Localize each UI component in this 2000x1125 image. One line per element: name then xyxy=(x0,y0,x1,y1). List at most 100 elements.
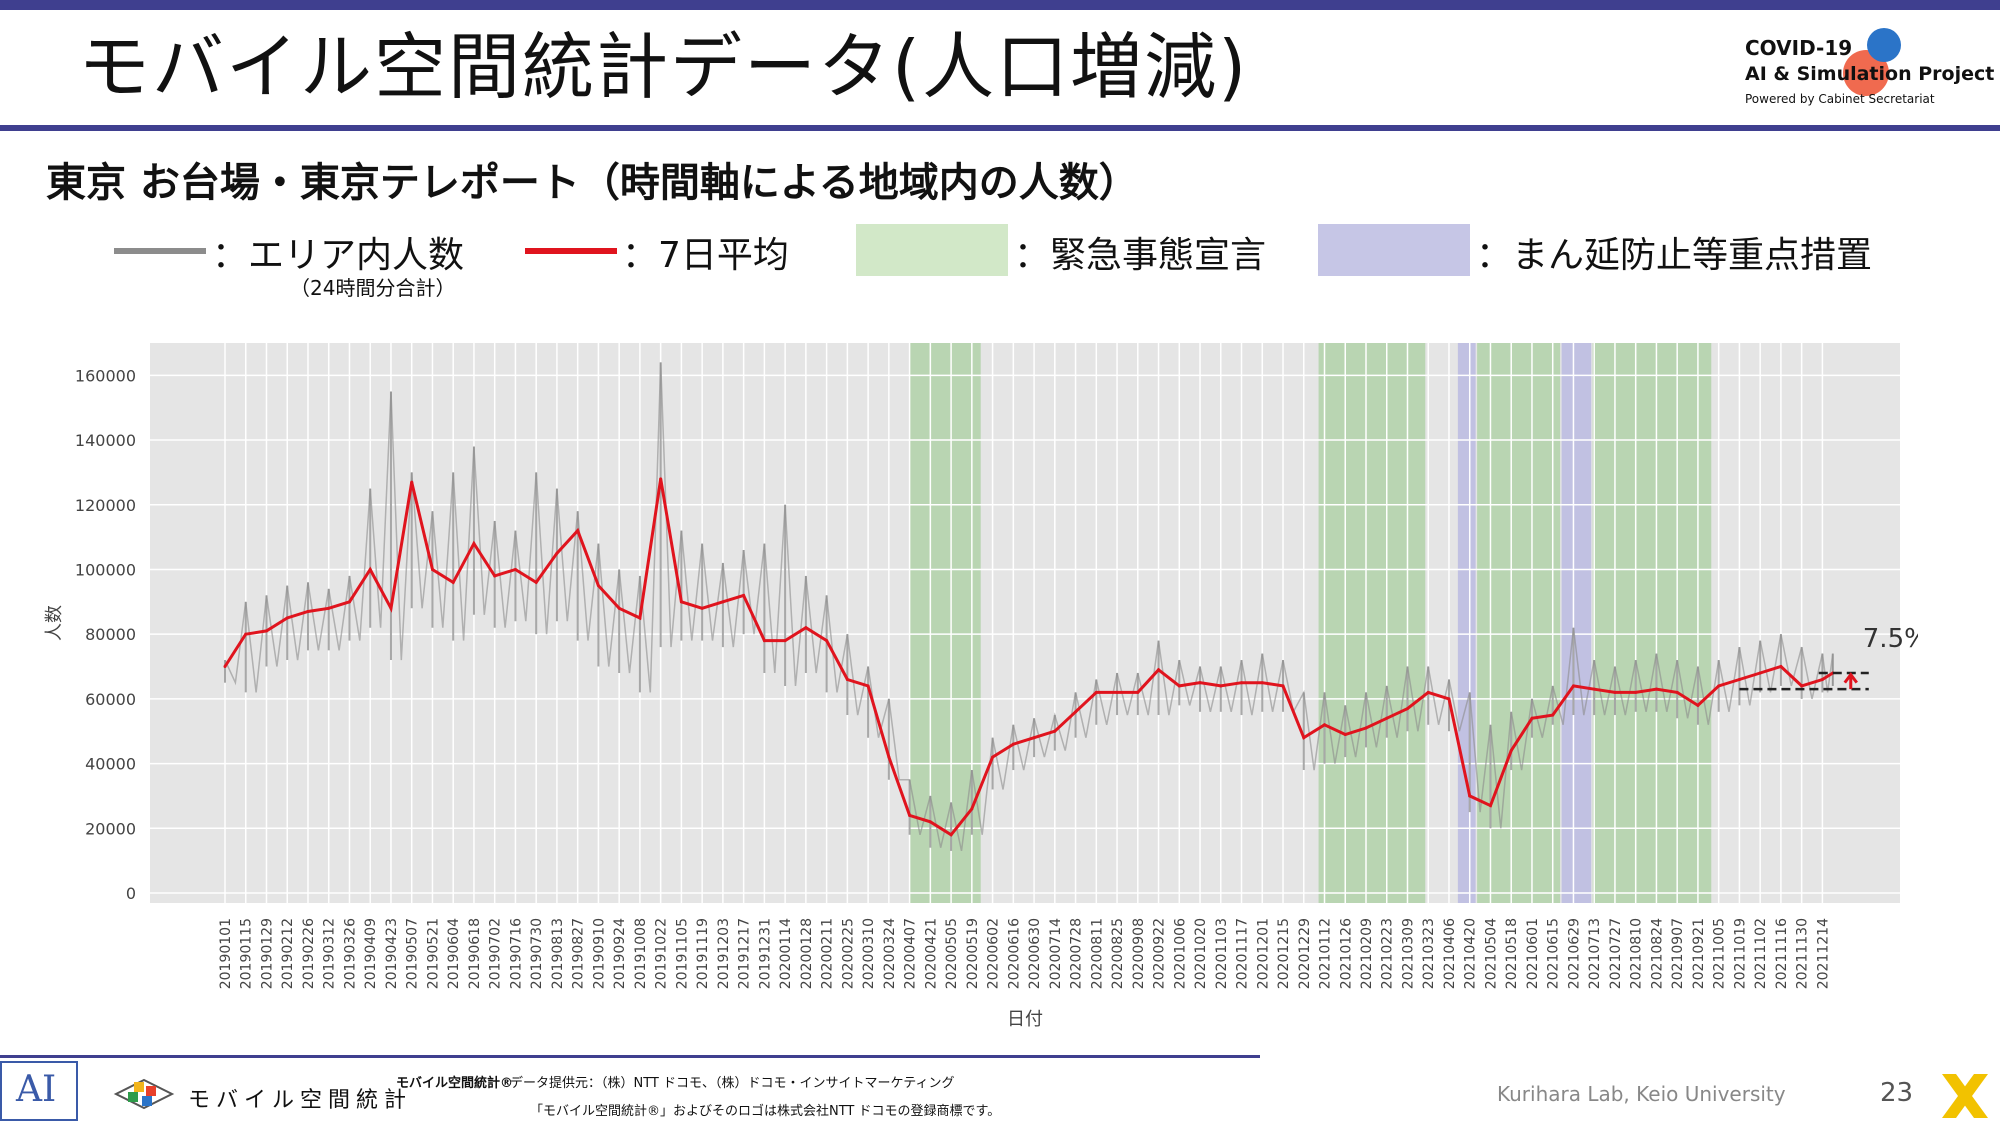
avg-point-21 xyxy=(659,477,663,481)
x-tick-label-11: 20190604 xyxy=(446,918,462,989)
footer-trademark: 「モバイル空間統計®」およびそのロゴは株式会社NTT ドコモの登録商標です。 xyxy=(530,1104,1001,1119)
x-tick-label-68: 20210810 xyxy=(1629,918,1645,989)
x-tick-label-76: 20211130 xyxy=(1795,918,1811,989)
x-tick-label-47: 20201020 xyxy=(1193,918,1209,989)
x-tick-label-36: 20200519 xyxy=(965,918,981,989)
avg-point-59 xyxy=(1447,697,1451,701)
x-tick-label-17: 20190827 xyxy=(571,918,587,989)
chart-legend: ：エリア内人数 （24時間分合計） ：7日平均 ：緊急事態宣言 ：まん延防止等重… xyxy=(0,220,2000,310)
x-tick-label-65: 20210629 xyxy=(1566,918,1582,989)
avg-point-72 xyxy=(1717,684,1721,688)
avg-point-55 xyxy=(1364,726,1368,730)
top-accent-bar xyxy=(0,0,2000,10)
x-tick-label-18: 20190910 xyxy=(591,918,607,989)
y-tick-label-3: 60000 xyxy=(85,690,136,709)
x-tick-label-73: 20211019 xyxy=(1732,918,1748,989)
avg-point-58 xyxy=(1426,690,1430,694)
x-tick-label-9: 20190507 xyxy=(405,918,421,989)
x-tick-label-20: 20191008 xyxy=(633,918,649,989)
x-tick-label-35: 20200505 xyxy=(944,918,960,989)
shaded-period-6 xyxy=(1592,343,1712,903)
x-tick-label-30: 20200225 xyxy=(840,918,856,989)
avg-point-75 xyxy=(1779,665,1783,669)
x-tick-label-0: 20190101 xyxy=(218,918,234,989)
x-tick-label-26: 20191231 xyxy=(757,918,773,989)
page-number: 23 xyxy=(1880,1078,1914,1108)
avg-point-77 xyxy=(1820,677,1824,681)
avg-point-56 xyxy=(1385,716,1389,720)
x-logo-icon xyxy=(1942,1074,1988,1118)
x-tick-label-70: 20210907 xyxy=(1670,918,1686,989)
x-tick-label-60: 20210420 xyxy=(1463,918,1479,989)
x-tick-label-52: 20201229 xyxy=(1297,918,1313,989)
covid-ai-logo: COVID-19 AI & Simulation Project Powered… xyxy=(1745,28,1994,118)
avg-point-8 xyxy=(389,606,393,610)
x-tick-label-71: 20210921 xyxy=(1691,918,1707,989)
legend-priority-label: ：まん延防止等重点措置 xyxy=(1476,235,1873,276)
legend-avg-label: ：7日平均 xyxy=(622,235,789,276)
avg-point-36 xyxy=(970,807,974,811)
avg-point-44 xyxy=(1136,690,1140,694)
footer-brand: モバイル空間統計 xyxy=(188,1088,413,1113)
avg-point-48 xyxy=(1219,684,1223,688)
avg-point-29 xyxy=(825,639,829,643)
x-tick-label-58: 20210323 xyxy=(1421,918,1437,989)
x-tick-label-38: 20200616 xyxy=(1006,918,1022,989)
avg-point-15 xyxy=(534,580,538,584)
legend-area-swatch xyxy=(114,248,206,254)
x-tick-label-2: 20190129 xyxy=(259,918,275,989)
x-tick-label-32: 20200324 xyxy=(882,918,898,989)
shaded-period-5 xyxy=(1561,343,1592,903)
avg-point-11 xyxy=(451,580,455,584)
x-tick-label-1: 20190115 xyxy=(239,918,255,989)
avg-point-62 xyxy=(1509,749,1513,753)
footer-provider: データ提供元：（株）NTT ドコモ、（株）ドコモ・インサイトマーケティング xyxy=(510,1076,955,1091)
avg-point-33 xyxy=(908,813,912,817)
x-tick-label-19: 20190924 xyxy=(612,918,628,989)
avg-point-70 xyxy=(1675,690,1679,694)
x-tick-label-66: 20210713 xyxy=(1587,918,1603,989)
avg-point-18 xyxy=(596,584,600,588)
x-tick-label-13: 20190702 xyxy=(488,918,504,989)
x-tick-label-61: 20210504 xyxy=(1483,918,1499,989)
avg-point-16 xyxy=(555,551,559,555)
x-tick-label-7: 20190409 xyxy=(363,918,379,989)
avg-point-39 xyxy=(1032,736,1036,740)
x-tick-label-15: 20190730 xyxy=(529,918,545,989)
x-tick-label-16: 20190813 xyxy=(550,918,566,989)
x-tick-label-75: 20211116 xyxy=(1774,918,1790,989)
x-tick-label-72: 20211005 xyxy=(1712,918,1728,989)
x-tick-label-27: 20200114 xyxy=(778,918,794,989)
avg-point-45 xyxy=(1157,668,1161,672)
legend-priority-swatch xyxy=(1318,224,1470,276)
x-tick-label-3: 20190212 xyxy=(280,918,296,989)
avg-point-35 xyxy=(949,833,953,837)
x-tick-label-22: 20191105 xyxy=(674,918,690,989)
avg-point-41 xyxy=(1074,710,1078,714)
avg-point-42 xyxy=(1094,690,1098,694)
shaded-period-2 xyxy=(1318,343,1426,903)
avg-point-40 xyxy=(1053,729,1057,733)
avg-point-10 xyxy=(430,567,434,571)
avg-point-26 xyxy=(762,639,766,643)
x-tick-label-59: 20210406 xyxy=(1442,918,1458,989)
x-tick-label-42: 20200811 xyxy=(1089,918,1105,989)
x-tick-label-53: 20210112 xyxy=(1318,918,1334,989)
y-tick-label-6: 120000 xyxy=(75,496,136,515)
x-tick-label-25: 20191217 xyxy=(737,918,753,989)
population-line-chart: 0 20000 40000 60000 80000 100000 120000 140000 1… xyxy=(44,343,1918,1030)
avg-point-53 xyxy=(1323,723,1327,727)
y-tick-label-0: 0 xyxy=(126,884,136,903)
avg-point-38 xyxy=(1011,742,1015,746)
x-tick-label-48: 20201103 xyxy=(1214,918,1230,989)
mobile-stats-cube-icon xyxy=(113,1078,175,1110)
x-tick-label-64: 20210615 xyxy=(1546,918,1562,989)
title-divider xyxy=(0,125,2000,131)
x-tick-label-51: 20201215 xyxy=(1276,918,1292,989)
x-tick-label-62: 20210518 xyxy=(1504,918,1520,989)
footer-registered: モバイル空間統計® xyxy=(396,1076,514,1091)
legend-emergency-label: ：緊急事態宣言 xyxy=(1014,235,1267,276)
x-tick-label-69: 20210824 xyxy=(1649,918,1665,989)
avg-point-3 xyxy=(285,616,289,620)
avg-point-13 xyxy=(493,574,497,578)
